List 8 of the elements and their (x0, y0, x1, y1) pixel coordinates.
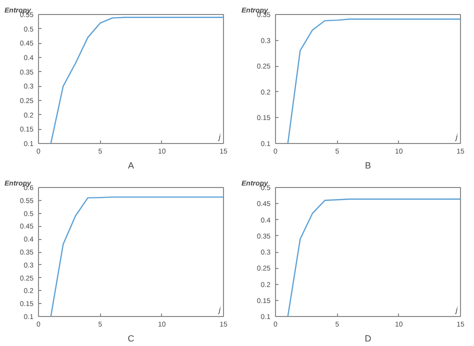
annotation: j (218, 306, 221, 314)
annotation: j (218, 132, 221, 142)
annotation: j (454, 306, 458, 314)
annotation: j (454, 132, 458, 142)
x-axis-title: A (128, 160, 134, 170)
x-axis-title: B (365, 160, 372, 170)
x-axis-title: D (364, 334, 372, 344)
x-axis-title: C (128, 334, 135, 344)
